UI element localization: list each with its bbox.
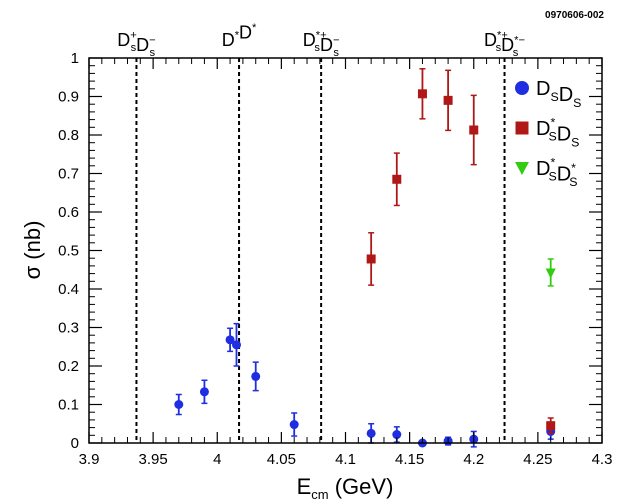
threshold-label-0-part-1-letter: D bbox=[136, 35, 149, 55]
data-point bbox=[225, 335, 235, 345]
x-axis-title-unit: (GeV) bbox=[329, 474, 394, 499]
threshold-label-3: D*+ sD*− s bbox=[484, 29, 525, 59]
y-tick-label: 0.4 bbox=[58, 281, 79, 298]
threshold-label-2-part-0-sub: s bbox=[314, 42, 320, 54]
legend-marker-Ds*Ds* bbox=[515, 162, 529, 175]
threshold-label-0-part-1-sub: s bbox=[150, 47, 156, 59]
y-tick-label: 0.3 bbox=[58, 320, 79, 337]
y-tick-label: 0 bbox=[71, 435, 79, 452]
series-Ds*Ds* bbox=[545, 258, 556, 287]
x-tick-label: 3.9 bbox=[79, 451, 100, 468]
legend-label-Ds*Ds: D* SDS bbox=[536, 116, 579, 150]
data-point bbox=[392, 430, 402, 440]
series-Ds*Ds bbox=[366, 68, 556, 435]
x-tick-label: 4.2 bbox=[463, 451, 484, 468]
threshold-label-3-part-0-sup: *+ bbox=[497, 29, 508, 41]
threshold-label-1: D*D* bbox=[222, 22, 257, 50]
legend-label-DsDs-part-0-sub: S bbox=[550, 90, 558, 104]
threshold-label-0-part-1-sup: − bbox=[149, 34, 156, 46]
y-tick-label: 1 bbox=[71, 50, 79, 67]
threshold-label-3-part-1-sub: s bbox=[513, 47, 519, 59]
threshold-label-1-part-0-letter: D bbox=[222, 30, 235, 50]
threshold-label-0: D+ sD− s bbox=[117, 29, 155, 59]
data-point bbox=[366, 428, 376, 438]
y-tick-label: 0.7 bbox=[58, 166, 79, 183]
legend-label-Ds*Ds-part-0-letter: D bbox=[536, 118, 550, 140]
legend-label-DsDs-part-0-letter: D bbox=[536, 78, 550, 100]
threshold-label-3-part-1-sup: *− bbox=[514, 34, 525, 46]
legend-label-Ds*Ds*-part-0-sub: S bbox=[548, 170, 556, 184]
threshold-label-1-part-1-letter: D bbox=[239, 22, 252, 42]
x-axis-title: Ecm (GeV) bbox=[297, 474, 394, 502]
x-axis-title-symbol: E bbox=[297, 474, 312, 499]
legend-label-DsDs-part-1-letter: D bbox=[559, 84, 573, 106]
y-tick-label: 0.8 bbox=[58, 127, 79, 144]
threshold-label-1-part-0-sup: * bbox=[235, 29, 240, 41]
legend-marker-Ds*Ds bbox=[515, 121, 529, 135]
threshold-label-2-part-0-sup: *+ bbox=[316, 29, 327, 41]
legend-label-Ds*Ds*-part-0-letter: D bbox=[536, 158, 550, 180]
threshold-label-0-part-0-sup: + bbox=[130, 29, 137, 41]
legend-label-Ds*Ds*-part-1-sub: S bbox=[569, 175, 577, 189]
legend-label-Ds*Ds*: D* SD* S bbox=[536, 156, 577, 190]
x-tick-label: 4 bbox=[213, 451, 221, 468]
threshold-label-2-part-1-letter: D bbox=[320, 35, 333, 55]
legend-label-DsDs-part-1-sub: S bbox=[573, 96, 581, 110]
y-tick-label: 0.9 bbox=[58, 89, 79, 106]
y-axis-title: σ (nb) bbox=[20, 221, 45, 280]
y-tick-label: 0.6 bbox=[58, 204, 79, 221]
legend-label-Ds*Ds*-part-1-sup: * bbox=[571, 161, 576, 175]
legend-label-Ds*Ds-part-1-letter: D bbox=[557, 124, 571, 146]
threshold-lines: D+ sD− sD*D*D*+ sD− sD*+ sD*− s bbox=[117, 22, 525, 443]
threshold-label-3-part-0-letter: D bbox=[484, 30, 497, 50]
legend-label-Ds*Ds*-part-1-letter: D bbox=[557, 164, 571, 186]
data-point bbox=[443, 95, 453, 105]
data-point bbox=[392, 174, 402, 184]
threshold-label-2: D*+ sD− s bbox=[303, 29, 340, 59]
threshold-label-2-part-0-letter: D bbox=[303, 30, 316, 50]
figure-id: 0970606-002 bbox=[545, 10, 604, 21]
x-axis-title-subscript: cm bbox=[311, 487, 328, 502]
threshold-label-0-part-0-letter: D bbox=[117, 30, 130, 50]
x-tick-label: 4.3 bbox=[592, 451, 613, 468]
data-point bbox=[199, 387, 209, 397]
data-point bbox=[251, 371, 261, 381]
legend-label-Ds*Ds-part-0-sup: * bbox=[550, 116, 555, 130]
data-point bbox=[545, 268, 556, 279]
data-point bbox=[174, 400, 184, 409]
data-point bbox=[469, 125, 479, 135]
threshold-label-2-part-1-sub: s bbox=[333, 47, 339, 59]
y-tick-label: 0.1 bbox=[58, 397, 79, 414]
legend-marker-DsDs bbox=[515, 81, 529, 95]
axes: 3.9 3.95 4 4.05 4.1 4.15 4.2 4.25 4.3 0 0.1 0.2 0.3 0… bbox=[58, 50, 612, 468]
data-point bbox=[231, 340, 241, 350]
threshold-label-3-part-1-letter: D bbox=[501, 35, 514, 55]
threshold-label-0-part-0-sub: s bbox=[131, 42, 137, 54]
threshold-label-1-part-1-sup: * bbox=[252, 22, 257, 34]
x-tick-label: 3.95 bbox=[139, 451, 168, 468]
threshold-label-3-part-0-sub: s bbox=[496, 42, 502, 54]
data-point bbox=[417, 89, 427, 99]
data-point bbox=[366, 254, 376, 264]
data-point bbox=[289, 420, 299, 430]
x-tick-label: 4.15 bbox=[395, 451, 424, 468]
x-tick-label: 4.05 bbox=[267, 451, 296, 468]
legend-label-Ds*Ds*-part-0-sup: * bbox=[550, 156, 555, 170]
y-tick-label: 0.5 bbox=[58, 243, 79, 260]
threshold-label-2-part-1-sup: − bbox=[333, 34, 340, 46]
y-tick-label: 0.2 bbox=[58, 358, 79, 375]
legend-label-Ds*Ds-part-1-sub: S bbox=[571, 136, 579, 150]
data-point bbox=[546, 421, 556, 431]
x-tick-label: 4.1 bbox=[335, 451, 356, 468]
x-tick-label: 4.25 bbox=[523, 451, 552, 468]
legend-label-Ds*Ds-part-0-sub: S bbox=[548, 130, 556, 144]
legend-label-DsDs: DSDS bbox=[536, 78, 581, 110]
